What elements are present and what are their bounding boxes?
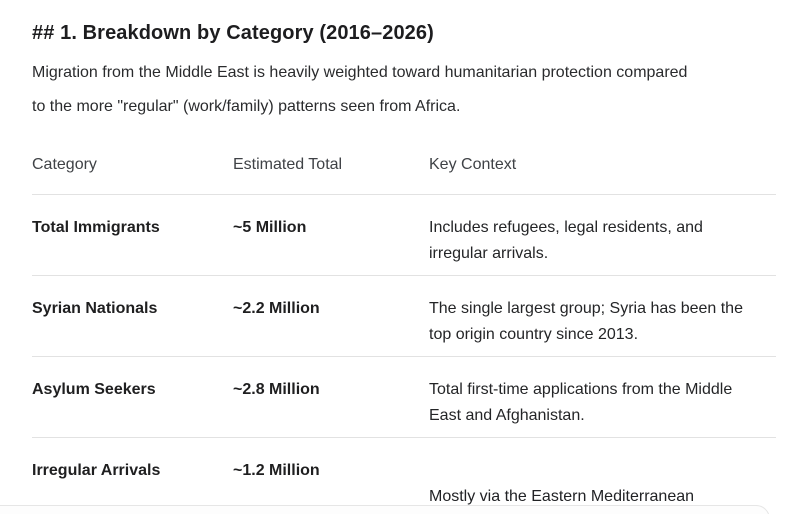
table-row: Syrian Nationals ~2.2 Million The single… — [32, 275, 776, 356]
key-context-cell: The single largest group; Syria has been… — [429, 300, 743, 343]
category-cell: Irregular Arrivals — [32, 462, 161, 479]
estimated-total-cell: ~5 Million — [233, 219, 307, 236]
data-table: Category Estimated Total Key Context Tot… — [32, 136, 776, 514]
chat-input-box-edge[interactable] — [0, 505, 770, 514]
section-heading: ## 1. Breakdown by Category (2016–2026) — [32, 22, 434, 44]
header-cell-category: Category — [32, 156, 97, 173]
header-cell-key-context: Key Context — [429, 156, 517, 173]
streaming-text-line: Mostly via the Eastern Mediterranean — [429, 488, 695, 505]
table-row: Asylum Seekers ~2.8 Million Total first-… — [32, 356, 776, 437]
category-cell: Syrian Nationals — [32, 300, 158, 317]
estimated-total-cell: ~2.8 Million — [233, 381, 320, 398]
response-content: ## 1. Breakdown by Category (2016–2026) … — [32, 0, 776, 514]
table-header-row: Category Estimated Total Key Context — [32, 136, 776, 194]
table-row: Total Immigrants ~5 Million Includes ref… — [32, 194, 776, 275]
header-cell-estimated-total: Estimated Total — [233, 156, 343, 173]
table-row: Irregular Arrivals ~1.2 Million Mostly v… — [32, 437, 776, 514]
category-cell: Asylum Seekers — [32, 381, 156, 398]
key-context-cell: Includes refugees, legal residents, and … — [429, 219, 703, 262]
estimated-total-cell: ~2.2 Million — [233, 300, 320, 317]
intro-paragraph: Migration from the Middle East is heavil… — [32, 64, 688, 115]
category-cell: Total Immigrants — [32, 219, 160, 236]
key-context-cell: Mostly via the Eastern Mediterranean (Tu… — [429, 458, 776, 514]
key-context-cell: Total first-time applications from the M… — [429, 381, 733, 424]
estimated-total-cell: ~1.2 Million — [233, 462, 320, 479]
